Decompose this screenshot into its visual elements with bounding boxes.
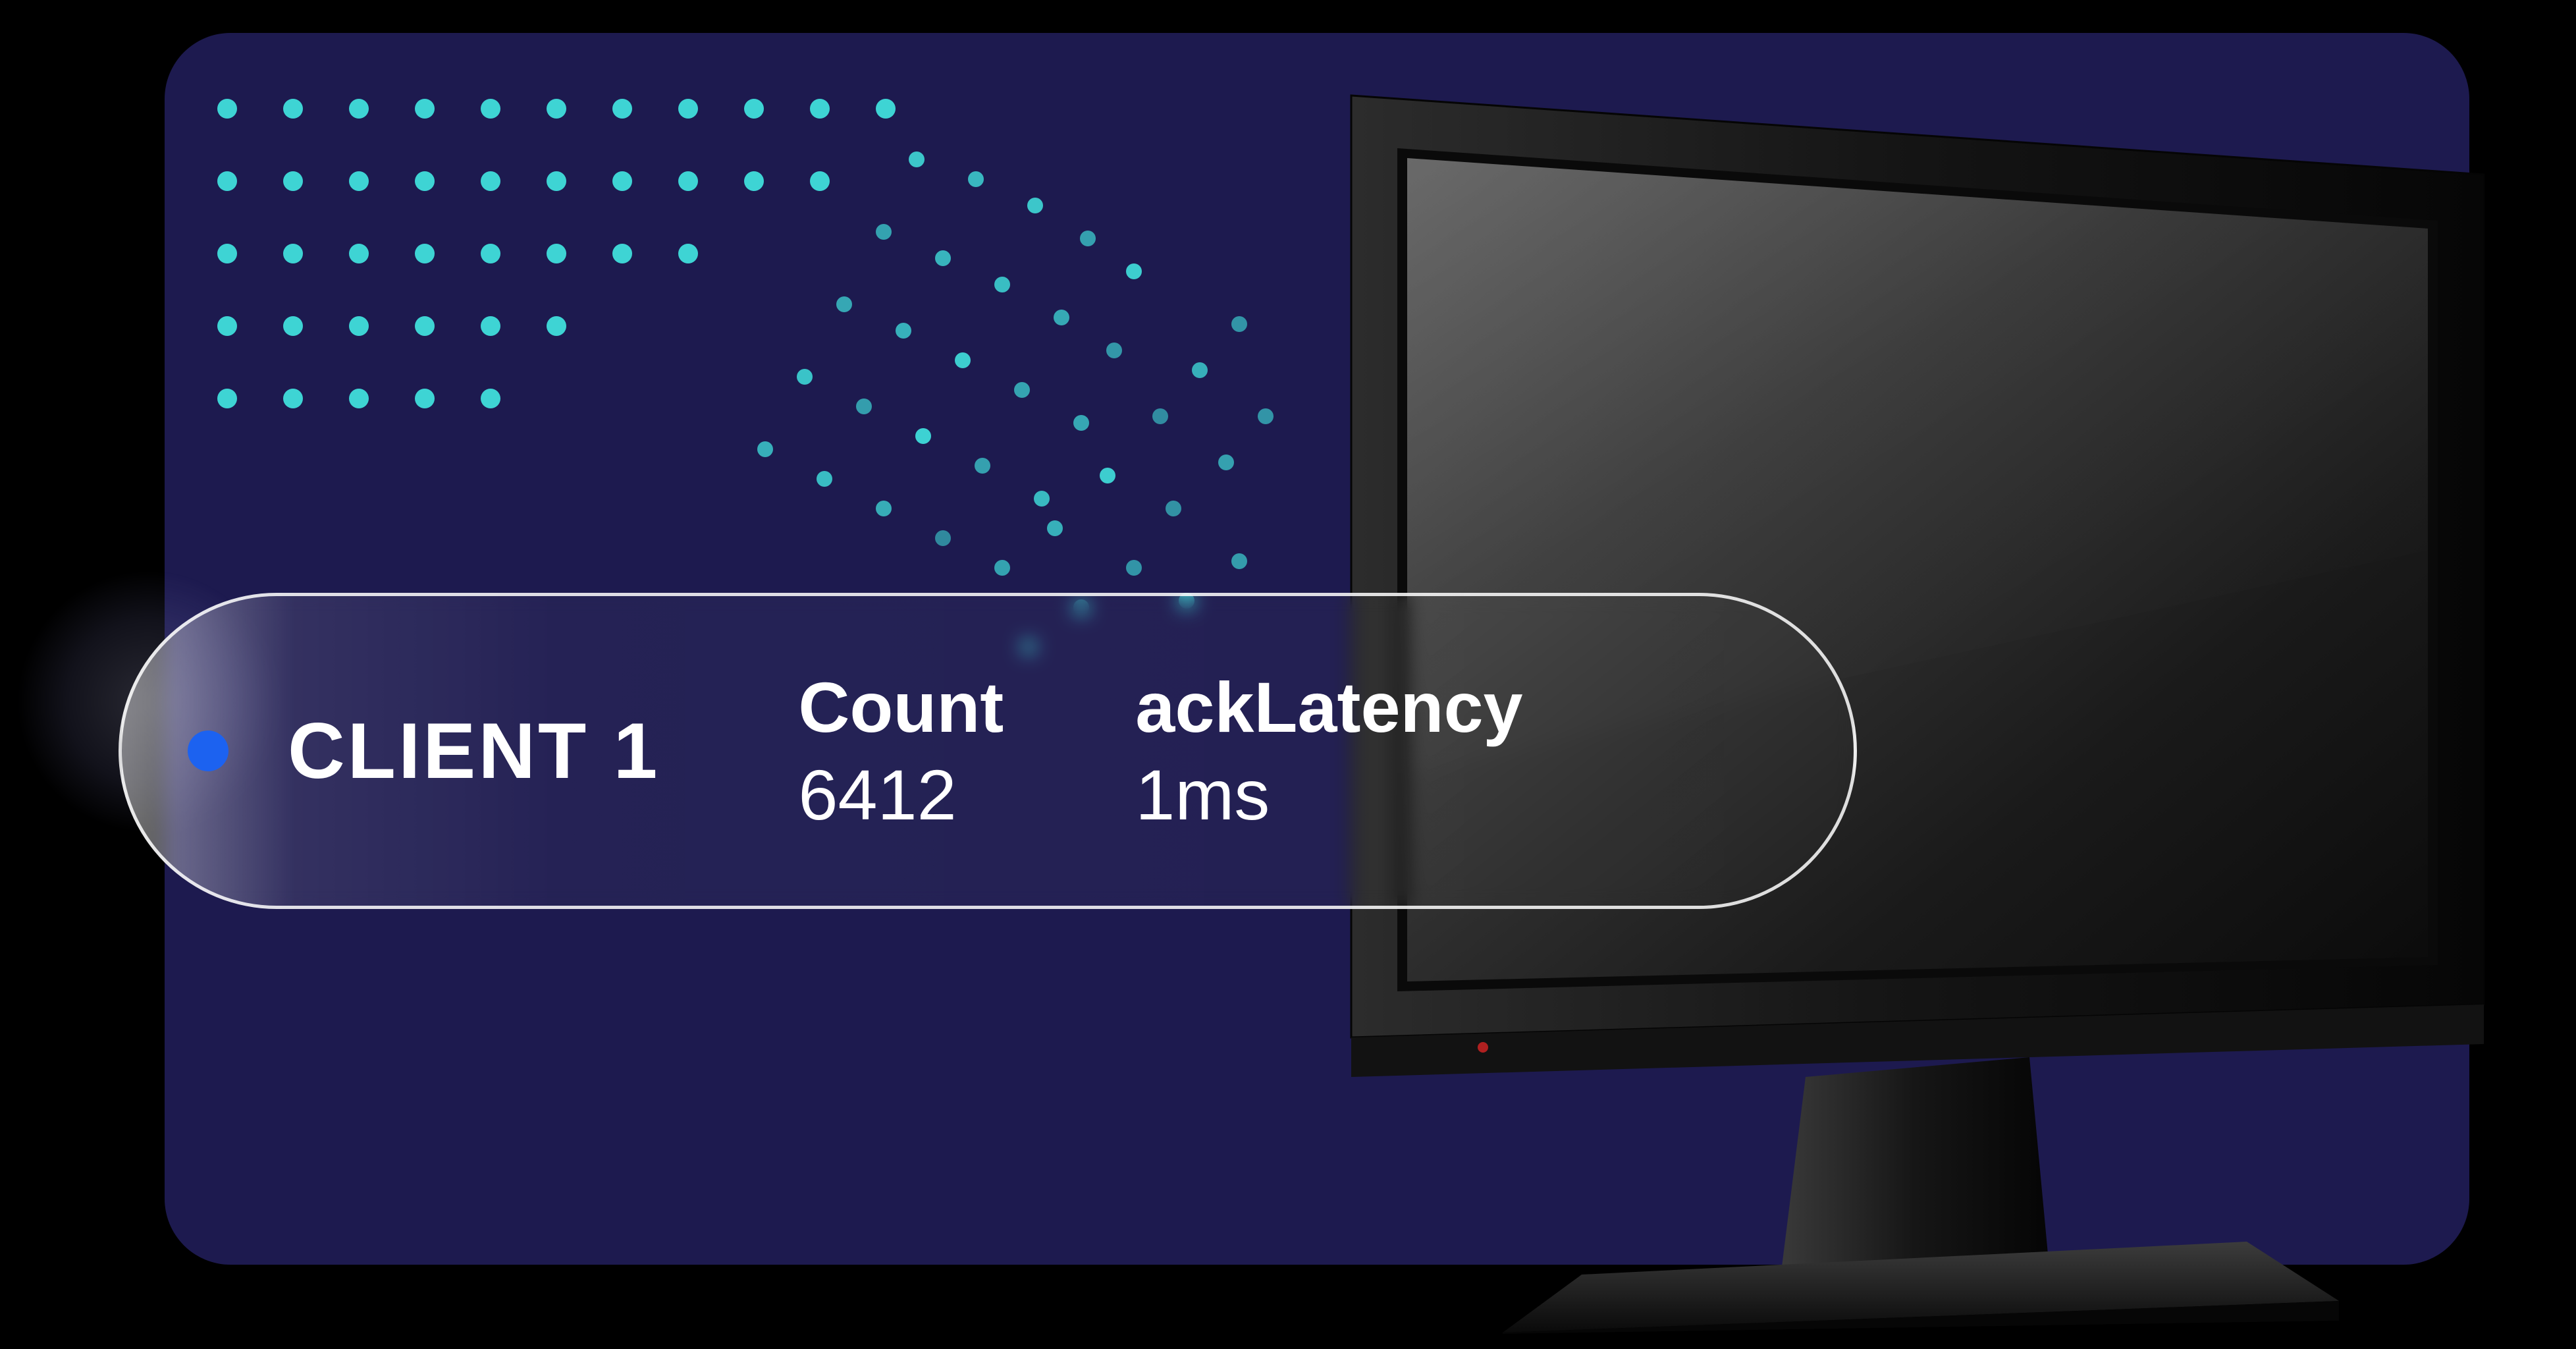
- client-name: CLIENT 1: [288, 705, 660, 796]
- metric-count-value: 6412: [798, 754, 1004, 836]
- metric-acklatency-value: 1ms: [1135, 754, 1522, 836]
- metric-count: Count 6412: [798, 666, 1004, 836]
- client-status-pill: CLIENT 1 Count 6412 ackLatency 1ms: [119, 593, 1857, 909]
- metric-acklatency-label: ackLatency: [1135, 666, 1522, 748]
- status-dot-icon: [188, 730, 228, 771]
- metric-acklatency: ackLatency 1ms: [1135, 666, 1522, 836]
- metric-count-label: Count: [798, 666, 1004, 748]
